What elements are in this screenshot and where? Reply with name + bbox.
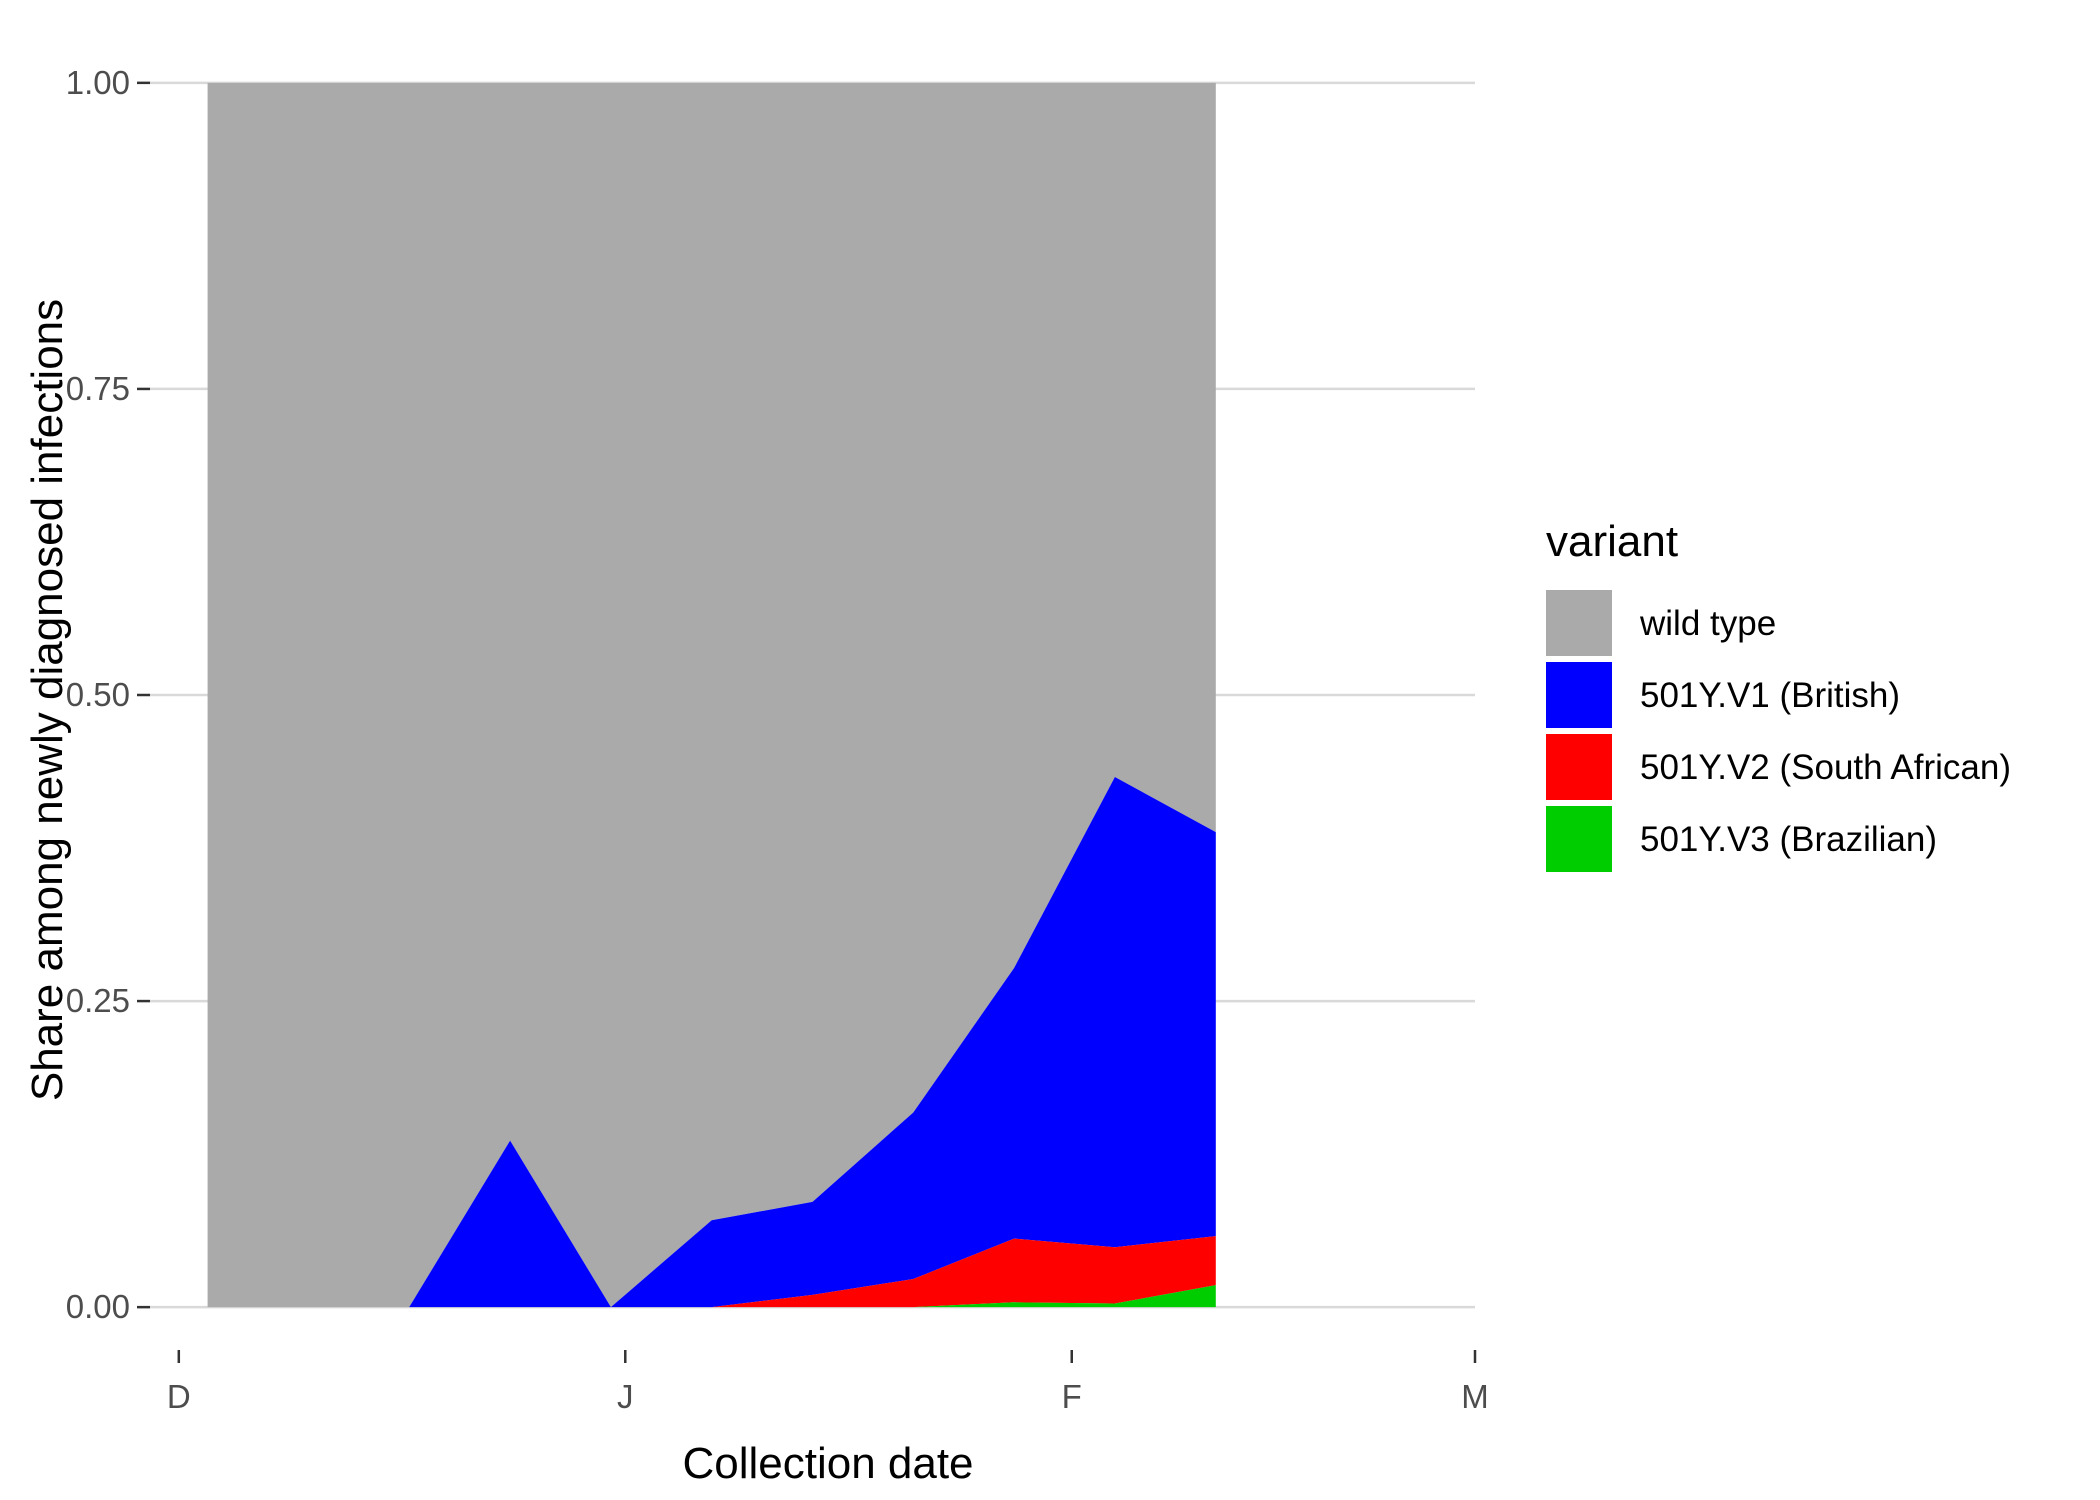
area-501y-v3-brazilian [207,1285,1216,1308]
y-tick-label: 0.25 [66,982,130,1019]
legend-key [1546,734,1612,800]
x-tick-label: D [167,1378,191,1415]
legend-title: variant [1546,517,1678,566]
x-tick-label: M [1461,1378,1489,1415]
y-tick-label: 0.75 [66,370,130,407]
legend-label: 501Y.V1 (British) [1640,676,1900,715]
x-tick-label: J [617,1378,634,1415]
area-501y-v2-south-african [207,1236,1216,1308]
legend-label: 501Y.V3 (Brazilian) [1640,820,1937,859]
x-axis-title: Collection date [682,1439,973,1488]
y-axis: 0.00 0.25 0.50 0.75 1.00 [66,64,150,1325]
area-wild-type [207,82,1216,1308]
legend-key [1546,806,1612,872]
legend-key [1546,662,1612,728]
legend-label: wild type [1639,604,1776,643]
area-series [207,82,1216,1308]
y-tick-label: 1.00 [66,64,130,101]
y-tick-label: 0.00 [66,1288,130,1325]
legend-key [1546,590,1612,656]
legend-label: 501Y.V2 (South African) [1640,748,2011,787]
legend: variant wild type 501Y.V1 (British) 501Y.V… [1546,517,2011,872]
x-tick-label: F [1062,1378,1082,1415]
area-501y-v1-british [207,777,1216,1308]
y-tick-label: 0.50 [66,676,130,713]
y-axis-title: Share among newly diagnosed infections [23,299,72,1101]
